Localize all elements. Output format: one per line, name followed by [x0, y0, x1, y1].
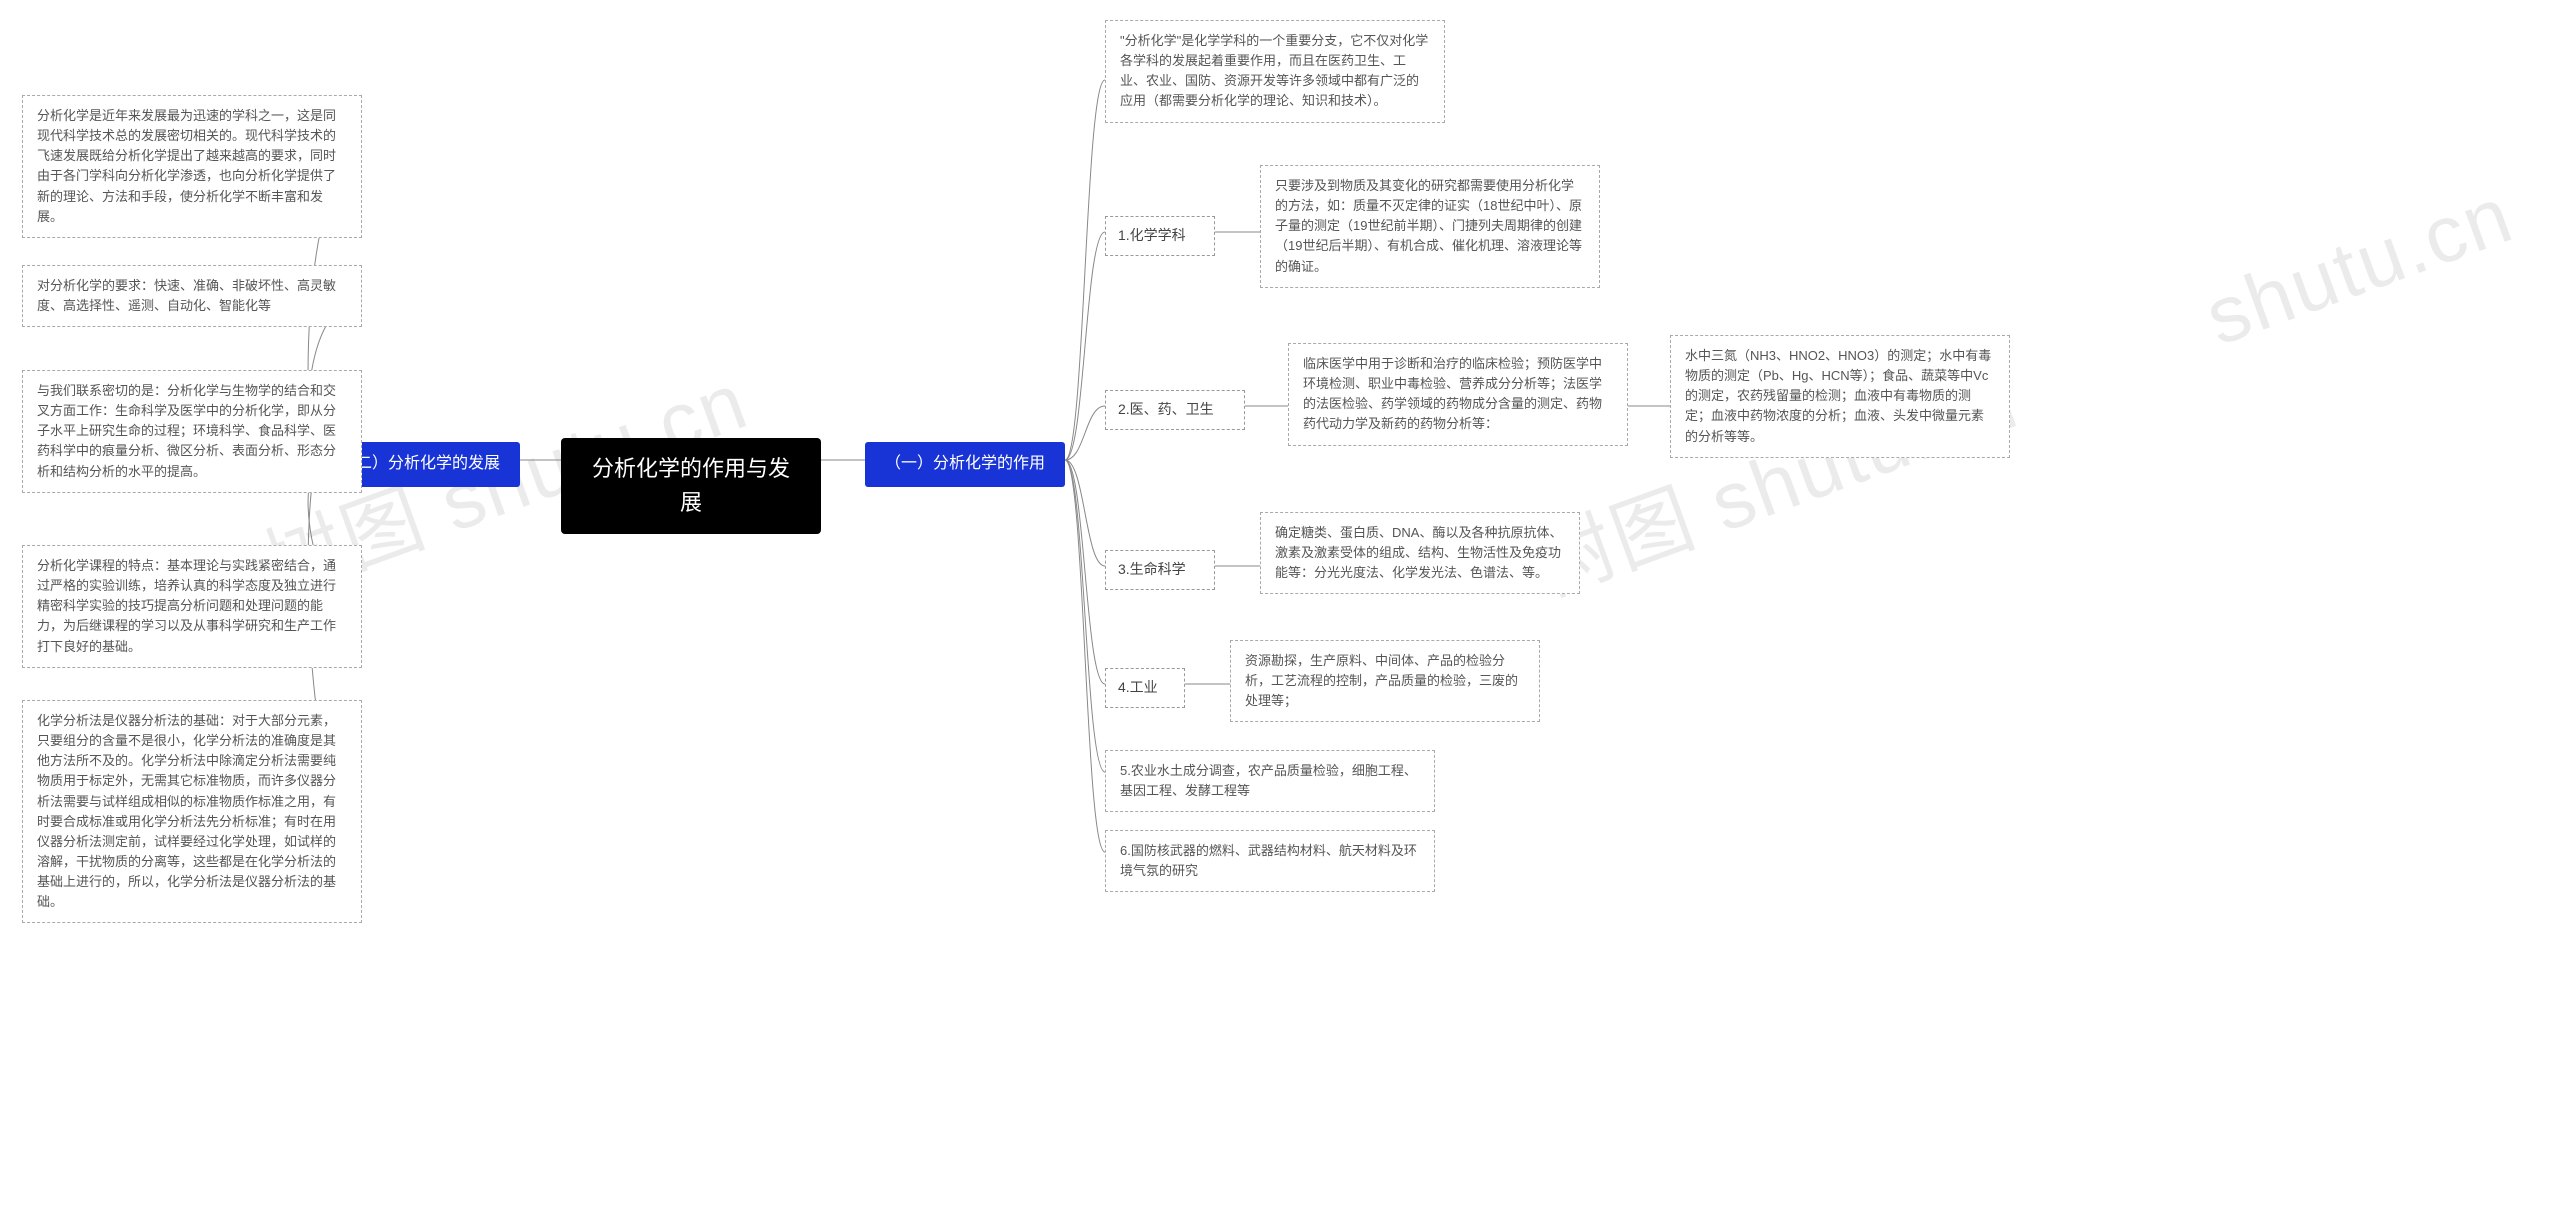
node-l3[interactable]: 分析化学课程的特点：基本理论与实践紧密结合，通过严格的实验训练，培养认真的科学态… [22, 545, 362, 668]
node-r6[interactable]: 6.国防核武器的燃料、武器结构材料、航天材料及环境气氛的研究 [1105, 830, 1435, 892]
node-r3[interactable]: 3.生命科学 [1105, 550, 1215, 590]
node-l0[interactable]: 分析化学是近年来发展最为迅速的学科之一，这是同现代科学技术总的发展密切相关的。现… [22, 95, 362, 238]
node-r3-leaf[interactable]: 确定糖类、蛋白质、DNA、酶以及各种抗原抗体、激素及激素受体的组成、结构、生物活… [1260, 512, 1580, 594]
watermark: shutu.cn [2194, 168, 2525, 363]
node-r0[interactable]: "分析化学"是化学学科的一个重要分支，它不仅对化学各学科的发展起着重要作用，而且… [1105, 20, 1445, 123]
node-r4[interactable]: 4.工业 [1105, 668, 1185, 708]
node-r2[interactable]: 2.医、药、卫生 [1105, 390, 1245, 430]
root-node[interactable]: 分析化学的作用与发展 [561, 438, 821, 534]
node-r1-leaf[interactable]: 只要涉及到物质及其变化的研究都需要使用分析化学的方法，如：质量不灭定律的证实（1… [1260, 165, 1600, 288]
node-l2[interactable]: 与我们联系密切的是：分析化学与生物学的结合和交叉方面工作：生命科学及医学中的分析… [22, 370, 362, 493]
node-r4-leaf[interactable]: 资源勘探，生产原料、中间体、产品的检验分析，工艺流程的控制，产品质量的检验，三废… [1230, 640, 1540, 722]
node-r2-leaf[interactable]: 临床医学中用于诊断和治疗的临床检验；预防医学中环境检测、职业中毒检验、营养成分分… [1288, 343, 1628, 446]
node-r1[interactable]: 1.化学学科 [1105, 216, 1215, 256]
node-r2-leaf2[interactable]: 水中三氮（NH3、HNO2、HNO3）的测定；水中有毒物质的测定（Pb、Hg、H… [1670, 335, 2010, 458]
node-l4[interactable]: 化学分析法是仪器分析法的基础：对于大部分元素，只要组分的含量不是很小，化学分析法… [22, 700, 362, 923]
branch-right[interactable]: （一）分析化学的作用 [865, 442, 1065, 487]
node-l1[interactable]: 对分析化学的要求：快速、准确、非破坏性、高灵敏度、高选择性、遥测、自动化、智能化… [22, 265, 362, 327]
node-r5[interactable]: 5.农业水土成分调查，农产品质量检验，细胞工程、基因工程、发酵工程等 [1105, 750, 1435, 812]
